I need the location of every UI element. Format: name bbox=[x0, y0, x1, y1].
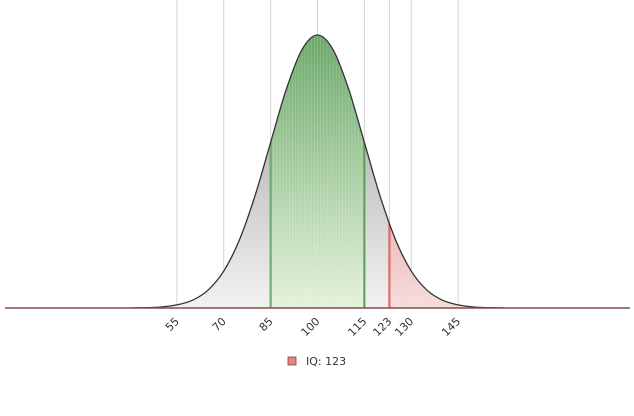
score-band bbox=[389, 35, 505, 308]
x-tick-label: 70 bbox=[210, 315, 229, 334]
x-tick-label: 130 bbox=[392, 315, 416, 339]
legend-label: IQ: 123 bbox=[306, 355, 346, 368]
x-tick-label: 145 bbox=[439, 315, 463, 339]
x-tick-label: 85 bbox=[257, 315, 276, 334]
x-tick-label: 115 bbox=[345, 315, 369, 339]
x-tick-label: 55 bbox=[163, 315, 182, 334]
x-tick-label: 100 bbox=[299, 315, 323, 339]
x-tick-label: 123 bbox=[370, 315, 394, 339]
legend-swatch bbox=[287, 356, 297, 366]
highlight-regions bbox=[269, 35, 505, 308]
distribution-line bbox=[129, 34, 506, 309]
